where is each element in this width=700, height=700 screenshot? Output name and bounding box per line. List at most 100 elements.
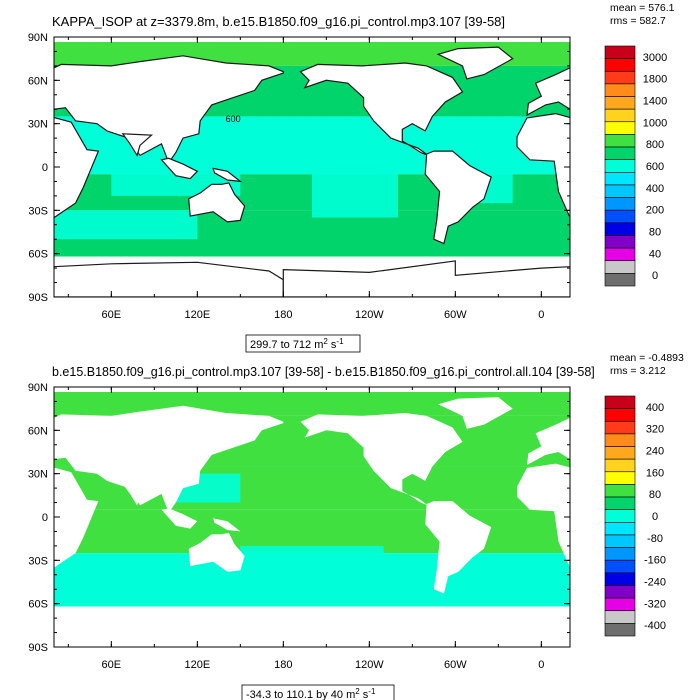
- map-field: [54, 387, 700, 647]
- colorbar-swatch: [604, 458, 636, 473]
- range-main: -34.3 to 110.1 by 40 m: [246, 689, 355, 700]
- colorbar-swatch: [604, 623, 636, 637]
- colorbar-label: 200: [646, 205, 664, 217]
- colorbar-label: 400: [646, 402, 664, 414]
- land-mask: [122, 483, 152, 506]
- land-mask: [283, 610, 570, 647]
- land-mask: [54, 405, 284, 513]
- x-tick-label: 0: [538, 309, 544, 321]
- colorbar-swatch: [604, 420, 636, 435]
- range-s: s: [328, 339, 337, 351]
- colorbar-swatch: [604, 496, 636, 510]
- colorbar-swatch: [604, 260, 636, 274]
- x-tick-label: 0: [538, 659, 544, 671]
- land-mask: [300, 413, 463, 506]
- x-tick-label: 60E: [102, 659, 122, 671]
- colorbar-swatch: [604, 471, 636, 485]
- x-tick-label: 120E: [184, 659, 210, 671]
- land-mask: [526, 67, 570, 117]
- land-mask: [516, 112, 570, 219]
- colorbar-label: 240: [646, 446, 664, 458]
- colorbar-swatch: [604, 172, 636, 186]
- colorbar-label: 600: [646, 161, 664, 173]
- colorbar-label: 320: [646, 424, 664, 436]
- x-tick-label: 60W: [444, 309, 467, 321]
- y-tick-label: 30N: [28, 119, 48, 131]
- y-tick-label: 60N: [28, 75, 48, 87]
- y-tick-label: 0: [42, 512, 48, 524]
- colorbar-swatch: [604, 209, 636, 224]
- land-mask: [54, 612, 284, 647]
- stats-rms: rms = 582.7: [610, 15, 666, 27]
- colorbar-swatch: [604, 159, 636, 173]
- land-mask: [160, 157, 199, 180]
- x-tick-label: 180: [274, 309, 292, 321]
- land-mask: [188, 532, 245, 572]
- land-mask: [299, 62, 464, 156]
- colorbar-swatch: [604, 222, 636, 236]
- arctic-mask: [54, 387, 570, 392]
- land-mask: [188, 182, 246, 223]
- colorbar-label: 0: [652, 270, 658, 282]
- colorbar-swatch: [604, 108, 636, 123]
- land-mask: [678, 508, 700, 528]
- land-mask: [213, 518, 241, 532]
- land-mask: [54, 467, 99, 568]
- colorbar-label: 0: [652, 511, 658, 523]
- colorbar-swatch: [604, 70, 636, 85]
- colorbar-swatch: [604, 247, 636, 262]
- colorbar-swatch: [604, 184, 636, 198]
- colorbar-label: 1800: [643, 74, 667, 86]
- field-patch: [111, 567, 198, 597]
- land-mask: [212, 167, 243, 183]
- arctic-mask: [54, 37, 570, 42]
- y-tick-label: 60S: [28, 599, 48, 611]
- colorbar-swatch: [604, 522, 636, 536]
- land-mask: [424, 150, 492, 245]
- range-box: [241, 684, 395, 700]
- colorbar-label: -80: [647, 533, 663, 545]
- x-tick-label: 60W: [444, 659, 467, 671]
- land-mask: [54, 116, 100, 219]
- x-tick-label: 120E: [184, 309, 210, 321]
- map-panel-2: 90N 60N 30N 0 30S 60S 90S 60E 120E 180 120W 60W 0 b.e…: [28, 352, 700, 700]
- colorbar-swatch: [604, 585, 636, 599]
- stats-rms: rms = 3.212: [610, 365, 666, 377]
- map-panel-1: 600 90N 60N 30N 0 30S 60S 90S 60E 120E 180 120W 60W 0…: [28, 2, 675, 353]
- contour-label: 600: [226, 114, 241, 124]
- colorbar-swatch: [604, 610, 636, 624]
- land-mask: [161, 508, 198, 529]
- land-mask: [527, 417, 570, 465]
- colorbar-label: 1000: [643, 117, 667, 129]
- panel-title: KAPPA_ISOP at z=3379.8m, b.e15.B1850.f09…: [52, 14, 505, 29]
- colorbar-swatch: [604, 235, 636, 249]
- y-tick-label: 0: [42, 162, 48, 174]
- panel-title: b.e15.B1850.f09_g16.pi_control.mp3.107 […: [52, 365, 595, 379]
- colorbar-swatch: [604, 134, 636, 148]
- colorbar-swatch: [604, 121, 636, 135]
- range-text: -34.3 to 110.1 by 40 m2 s-1: [246, 687, 376, 700]
- y-tick-label: 90N: [28, 382, 48, 394]
- x-tick-label: 120W: [355, 659, 384, 671]
- y-tick-label: 90S: [28, 292, 48, 304]
- land-mask: [438, 397, 513, 429]
- land-mask: [425, 501, 492, 594]
- range-s-exp: -1: [336, 337, 344, 346]
- colorbar-swatch: [604, 597, 636, 612]
- range-exp: 2: [355, 687, 360, 696]
- colorbar-label: 160: [646, 467, 664, 479]
- colorbar: 400 320 240 160 80 0 -80 -160 -240 -320 -400: [604, 395, 666, 637]
- y-tick-label: 60N: [28, 425, 48, 437]
- land-mask: [517, 463, 570, 568]
- colorbar-swatch: [604, 509, 636, 523]
- colorbar-swatch: [604, 146, 636, 160]
- colorbar-swatch: [604, 534, 636, 548]
- map-field: 600: [54, 37, 570, 297]
- colorbar-swatch: [604, 446, 636, 460]
- land-mask: [54, 261, 284, 297]
- colorbar-swatch: [604, 45, 636, 59]
- x-tick-label: 180: [274, 659, 292, 671]
- range-box: [245, 334, 361, 353]
